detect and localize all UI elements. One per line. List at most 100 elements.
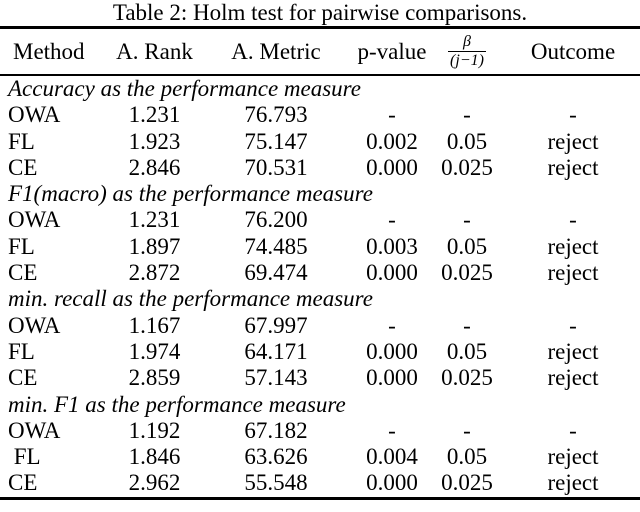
col-header-rank: A. Rank — [113, 29, 196, 76]
cell-rank: 1.974 — [128, 338, 181, 364]
cell-method: CE — [8, 154, 38, 180]
cell-pvalue: 0.000 — [366, 365, 418, 391]
cell-beta: - — [463, 102, 471, 128]
cell-outcome: reject — [547, 154, 599, 180]
table-row: OWA 1.231 76.200 - - - — [0, 207, 640, 233]
table-row: FL 1.897 74.485 0.003 0.05 reject — [0, 234, 640, 260]
cell-pvalue: 0.000 — [366, 470, 418, 496]
table-row: OWA 1.231 76.793 - - - — [0, 102, 640, 128]
cell-rank: 1.192 — [128, 417, 181, 443]
cell-method: CE — [8, 260, 38, 286]
cell-method: FL — [8, 338, 35, 364]
table-row: FL 1.923 75.147 0.002 0.05 reject — [0, 129, 640, 155]
cell-pvalue: - — [388, 102, 396, 128]
section-label: min. recall as the performance measure — [8, 286, 373, 312]
cell-method: OWA — [8, 207, 61, 233]
beta-fraction-denominator: (j−1) — [448, 51, 486, 69]
bottom-rule — [0, 496, 640, 500]
section-header-accuracy: Accuracy as the performance measure — [0, 75, 640, 102]
cell-metric: 67.997 — [244, 312, 308, 338]
cell-metric: 67.182 — [244, 417, 308, 443]
cell-metric: 74.485 — [244, 233, 308, 259]
section-label: min. F1 as the performance measure — [8, 391, 346, 417]
cell-beta: 0.025 — [441, 154, 493, 180]
cell-outcome: reject — [547, 444, 599, 470]
cell-outcome: - — [569, 312, 577, 338]
cell-beta: 0.025 — [441, 260, 493, 286]
cell-outcome: reject — [547, 338, 599, 364]
cell-outcome: - — [569, 102, 577, 128]
holm-test-table: Method A. Rank A. Metric p-value β (j−1)… — [0, 29, 640, 497]
cell-pvalue: 0.000 — [366, 338, 418, 364]
cell-method: OWA — [8, 102, 61, 128]
cell-beta: - — [463, 207, 471, 233]
cell-beta: 0.025 — [441, 365, 493, 391]
table-row: OWA 1.167 67.997 - - - — [0, 313, 640, 339]
col-header-metric: A. Metric — [196, 29, 356, 76]
cell-pvalue: - — [388, 207, 396, 233]
cell-metric: 76.200 — [244, 207, 308, 233]
table-row: CE 2.872 69.474 0.000 0.025 reject — [0, 260, 640, 286]
table-row: CE 2.962 55.548 0.000 0.025 reject — [0, 470, 640, 496]
table-row: CE 2.859 57.143 0.000 0.025 reject — [0, 365, 640, 391]
cell-outcome: reject — [547, 470, 599, 496]
cell-pvalue: 0.000 — [366, 260, 418, 286]
cell-metric: 64.171 — [244, 338, 308, 364]
cell-beta: - — [463, 312, 471, 338]
section-header-min-recall: min. recall as the performance measure — [0, 286, 640, 312]
table-row: CE 2.846 70.531 0.000 0.025 reject — [0, 155, 640, 181]
cell-rank: 1.846 — [128, 444, 181, 470]
section-header-min-f1: min. F1 as the performance measure — [0, 392, 640, 418]
cell-pvalue: 0.000 — [366, 154, 418, 180]
cell-beta: 0.05 — [446, 128, 488, 154]
top-rule — [0, 26, 640, 29]
cell-pvalue: 0.004 — [366, 444, 418, 470]
section-header-f1macro: F1(macro) as the performance measure — [0, 181, 640, 207]
cell-outcome: reject — [547, 365, 599, 391]
cell-rank: 1.167 — [128, 312, 181, 338]
cell-method: OWA — [8, 312, 61, 338]
cell-pvalue: - — [388, 417, 396, 443]
cell-method: CE — [8, 365, 38, 391]
cell-rank: 1.923 — [128, 128, 181, 154]
cell-outcome: - — [569, 207, 577, 233]
cell-rank: 2.846 — [128, 154, 181, 180]
cell-metric: 69.474 — [244, 260, 308, 286]
cell-metric: 70.531 — [244, 154, 308, 180]
cell-metric: 76.793 — [244, 102, 308, 128]
cell-pvalue: - — [388, 312, 396, 338]
cell-beta: 0.05 — [446, 444, 488, 470]
cell-outcome: reject — [547, 128, 599, 154]
cell-outcome: - — [569, 417, 577, 443]
cell-rank: 2.962 — [128, 470, 181, 496]
section-label: F1(macro) as the performance measure — [8, 181, 373, 207]
cell-metric: 57.143 — [244, 365, 308, 391]
col-header-method: Method — [0, 29, 113, 76]
cell-pvalue: 0.002 — [366, 128, 418, 154]
cell-method: FL — [8, 444, 41, 470]
cell-method: FL — [8, 233, 35, 259]
cell-beta: - — [463, 417, 471, 443]
cell-rank: 1.897 — [128, 233, 181, 259]
col-header-pvalue: p-value — [356, 29, 428, 76]
header-row: Method A. Rank A. Metric p-value β (j−1)… — [0, 29, 640, 76]
cell-rank: 2.859 — [128, 365, 181, 391]
table-row: FL 1.846 63.626 0.004 0.05 reject — [0, 444, 640, 470]
cell-beta: 0.05 — [446, 338, 488, 364]
table-row: FL 1.974 64.171 0.000 0.05 reject — [0, 339, 640, 365]
col-header-beta: β (j−1) — [428, 29, 506, 76]
cell-pvalue: 0.003 — [366, 233, 418, 259]
table-row: OWA 1.192 67.182 - - - — [0, 418, 640, 444]
cell-method: FL — [8, 128, 35, 154]
cell-beta: 0.025 — [441, 470, 493, 496]
col-header-outcome: Outcome — [506, 29, 640, 76]
beta-fraction-numerator: β — [463, 32, 471, 50]
cell-outcome: reject — [547, 260, 599, 286]
cell-rank: 1.231 — [128, 102, 181, 128]
cell-method: CE — [8, 470, 38, 496]
cell-rank: 2.872 — [128, 260, 181, 286]
cell-beta: 0.05 — [446, 233, 488, 259]
cell-metric: 63.626 — [244, 444, 308, 470]
cell-method: OWA — [8, 417, 61, 443]
cell-metric: 75.147 — [244, 128, 308, 154]
